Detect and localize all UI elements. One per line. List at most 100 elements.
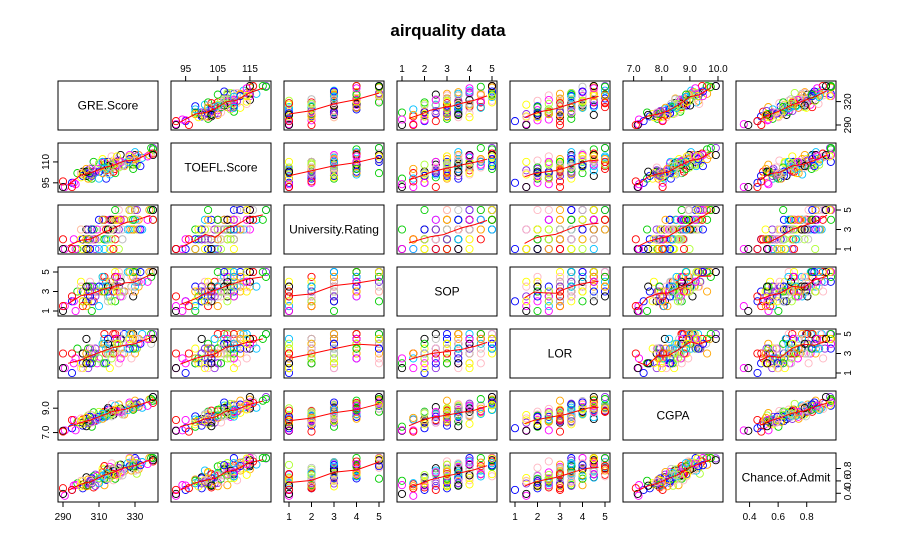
panel-GRE.Score-vs-University.Rating <box>283 80 385 131</box>
variable-label: GRE.Score <box>78 99 139 113</box>
data-point <box>111 334 120 343</box>
data-point <box>522 244 531 254</box>
data-point <box>397 225 407 234</box>
data-point <box>555 89 565 98</box>
data-point <box>431 215 440 224</box>
data-point <box>397 108 407 117</box>
data-point <box>487 152 497 161</box>
data-point <box>753 178 762 187</box>
data-point <box>631 177 640 186</box>
data-point <box>116 354 125 363</box>
data-point <box>465 109 474 118</box>
data-point <box>114 359 123 368</box>
data-point <box>242 354 251 363</box>
data-point <box>465 419 474 428</box>
data-point <box>600 272 610 281</box>
data-point <box>98 157 107 166</box>
data-point <box>420 205 429 215</box>
data-point <box>454 215 463 224</box>
data-point <box>668 164 677 173</box>
data-point <box>600 205 610 215</box>
data-point <box>589 166 598 175</box>
data-point <box>703 349 712 358</box>
data-point <box>693 152 702 161</box>
data-point <box>329 92 339 101</box>
data-point <box>826 215 836 224</box>
data-point <box>409 182 418 192</box>
data-point <box>431 117 440 126</box>
data-point <box>522 225 531 234</box>
data-point <box>454 167 463 176</box>
data-point <box>207 106 216 116</box>
data-point <box>307 99 316 108</box>
data-point <box>352 354 361 363</box>
data-point <box>87 163 96 172</box>
panel-University.Rating-vs-SOP <box>396 204 498 255</box>
data-point <box>374 169 384 178</box>
data-point <box>744 244 753 254</box>
data-point <box>753 292 762 301</box>
data-point <box>510 178 520 187</box>
data-point <box>171 364 181 373</box>
data-point <box>815 160 824 169</box>
panel-SOP-vs-SOP: SOP <box>396 266 498 317</box>
data-point <box>442 152 452 161</box>
panel-frame <box>509 80 611 131</box>
panel-CGPA-vs-University.Rating <box>283 390 385 441</box>
data-point <box>771 108 780 117</box>
data-point <box>555 302 565 311</box>
data-point <box>487 225 497 234</box>
data-point <box>454 110 463 119</box>
data-point <box>544 244 553 254</box>
data-point <box>454 235 463 244</box>
data-point <box>431 225 440 234</box>
panel-GRE.Score-vs-Chance.of.Admit <box>735 80 837 131</box>
data-point <box>644 244 653 254</box>
data-point <box>744 120 753 130</box>
data-point <box>703 287 712 296</box>
data-point <box>665 334 674 343</box>
data-point <box>82 167 91 176</box>
panel-frame <box>396 142 498 193</box>
panel-LOR-vs-SOP <box>396 328 498 379</box>
data-point <box>123 267 132 277</box>
data-point <box>761 164 770 173</box>
data-point <box>94 302 104 311</box>
data-point <box>284 182 294 192</box>
smoother-line <box>288 92 380 115</box>
data-point <box>78 364 87 373</box>
data-point <box>522 166 531 175</box>
data-point <box>307 344 316 353</box>
data-point <box>352 84 361 93</box>
data-point <box>284 117 294 126</box>
data-point <box>544 99 553 108</box>
chart-title: airquality data <box>390 21 506 40</box>
data-point <box>544 115 553 124</box>
smoother-line <box>180 87 263 123</box>
data-point <box>666 169 675 178</box>
panel-frame <box>283 80 385 131</box>
data-point <box>352 99 361 108</box>
data-point <box>798 170 807 179</box>
data-point <box>178 115 187 124</box>
data-point <box>522 306 531 316</box>
data-point <box>207 110 216 119</box>
data-point <box>171 117 181 126</box>
data-point <box>763 178 772 187</box>
data-point <box>813 152 822 161</box>
panel-University.Rating-vs-Chance.of.Admit <box>735 204 837 255</box>
data-point <box>600 215 610 224</box>
data-point <box>544 426 553 435</box>
panel-TOEFL.Score-vs-Chance.of.Admit <box>735 142 837 193</box>
data-point <box>476 205 485 215</box>
data-point <box>656 106 665 116</box>
data-point <box>794 169 803 178</box>
data-point <box>229 103 238 112</box>
variable-label: TOEFL.Score <box>184 161 257 175</box>
data-point <box>284 96 294 105</box>
panel-frame <box>57 204 159 255</box>
data-point <box>522 157 531 166</box>
data-point <box>744 426 753 435</box>
data-point <box>631 120 640 130</box>
